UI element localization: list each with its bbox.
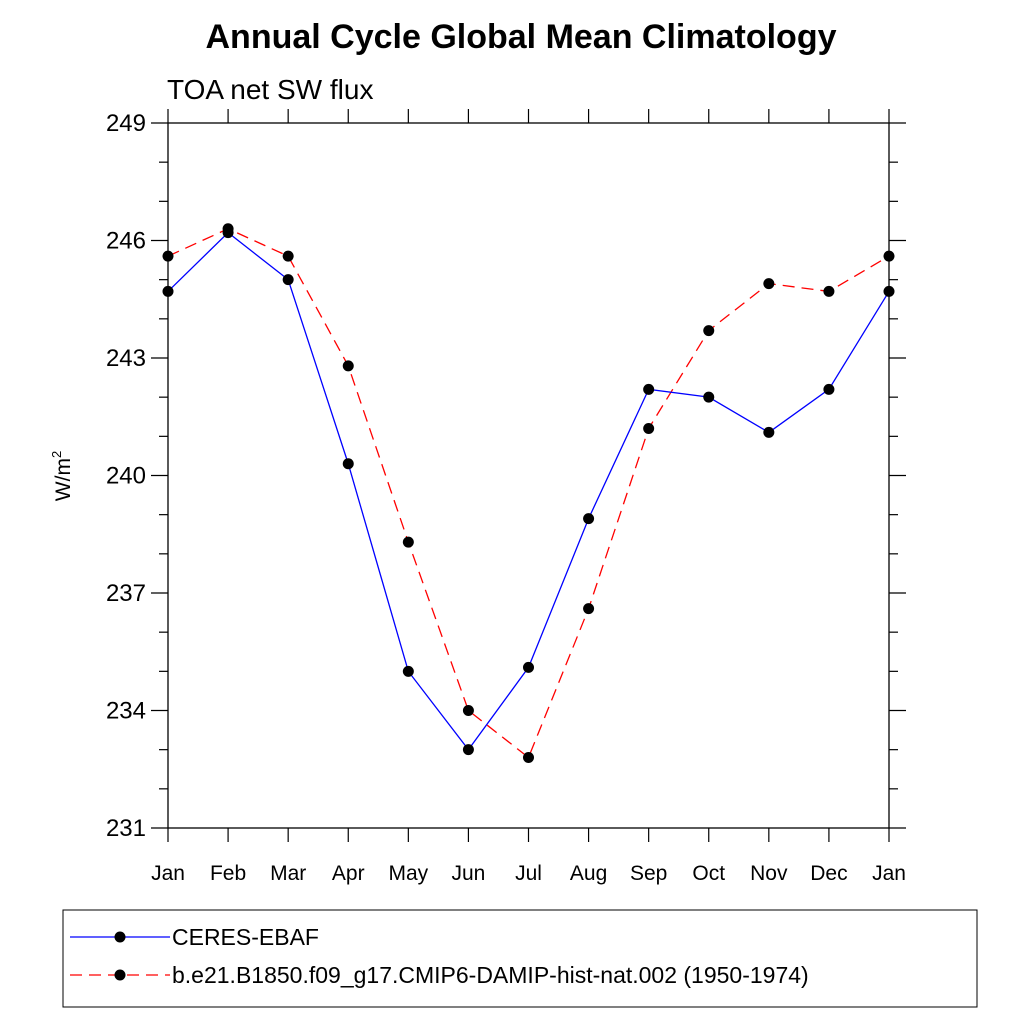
chart-title: Annual Cycle Global Mean Climatology	[206, 18, 837, 56]
x-tick-label: Oct	[692, 862, 725, 885]
data-point	[763, 278, 775, 290]
data-point	[162, 285, 174, 297]
x-tick-label: Aug	[570, 862, 607, 885]
x-tick-label: Nov	[750, 862, 788, 885]
legend-label-1: b.e21.B1850.f09_g17.CMIP6-DAMIP-hist-nat…	[172, 962, 809, 988]
x-tick-label: Jun	[451, 862, 485, 885]
series-line-1	[167, 228, 890, 759]
y-tick-label: 240	[106, 463, 146, 490]
y-tick-label: 231	[106, 815, 146, 842]
x-tick-label: Jan	[872, 862, 906, 885]
legend: CERES-EBAF b.e21.B1850.f09_g17.CMIP6-DAMI…	[70, 924, 809, 988]
data-point	[162, 250, 174, 262]
x-tick-label: Jul	[515, 862, 542, 885]
legend-box	[62, 909, 978, 1008]
data-point	[643, 423, 655, 434]
data-point	[823, 383, 835, 395]
y-tick-label: 237	[106, 580, 146, 607]
legend-label-0: CERES-EBAF	[172, 924, 319, 950]
chart-subtitle: TOA net SW flux	[167, 74, 373, 105]
y-axis-label-text: W/m	[52, 458, 75, 501]
axis-ticks	[151, 109, 906, 842]
y-tick-labels: 231 234 237 240 243 246 249	[106, 110, 146, 842]
data-point	[282, 274, 294, 286]
data-point	[523, 752, 534, 763]
svg-text:W/m2: W/m2	[49, 451, 75, 501]
x-tick-label: May	[388, 862, 428, 885]
x-tick-label: Feb	[210, 862, 246, 885]
x-tick-label: Dec	[810, 862, 847, 885]
data-point	[342, 360, 354, 372]
y-tick-label: 246	[106, 228, 146, 255]
legend-marker-1	[114, 969, 126, 981]
x-tick-labels: Jan Feb Mar Apr May Jun Jul Aug Sep Oct Nov Dec Jan	[151, 862, 906, 885]
data-point	[823, 285, 835, 297]
data-point	[763, 426, 775, 438]
data-point	[883, 250, 895, 262]
data-point	[523, 661, 534, 673]
series-layer	[162, 223, 895, 763]
plot-frame	[167, 122, 890, 829]
data-point	[583, 603, 595, 615]
data-point	[342, 458, 354, 470]
x-tick-label: Sep	[630, 862, 667, 885]
data-point	[402, 665, 414, 677]
data-point	[703, 325, 715, 337]
x-tick-label: Mar	[270, 862, 306, 885]
data-point	[282, 250, 294, 262]
y-tick-label: 234	[106, 698, 146, 725]
y-tick-label: 243	[106, 345, 146, 372]
data-point	[703, 391, 715, 403]
y-axis-label: W/m2	[49, 451, 75, 501]
y-tick-label: 249	[106, 110, 146, 137]
data-point	[883, 285, 895, 297]
data-point	[583, 513, 595, 525]
data-point	[402, 536, 414, 548]
data-point	[462, 705, 474, 716]
legend-marker-0	[114, 931, 126, 943]
y-axis-label-superscript: 2	[49, 451, 64, 458]
x-tick-label: Jan	[151, 862, 185, 885]
x-tick-label: Apr	[332, 862, 365, 885]
data-point	[462, 744, 474, 756]
data-point	[222, 227, 234, 239]
data-point	[643, 383, 655, 395]
